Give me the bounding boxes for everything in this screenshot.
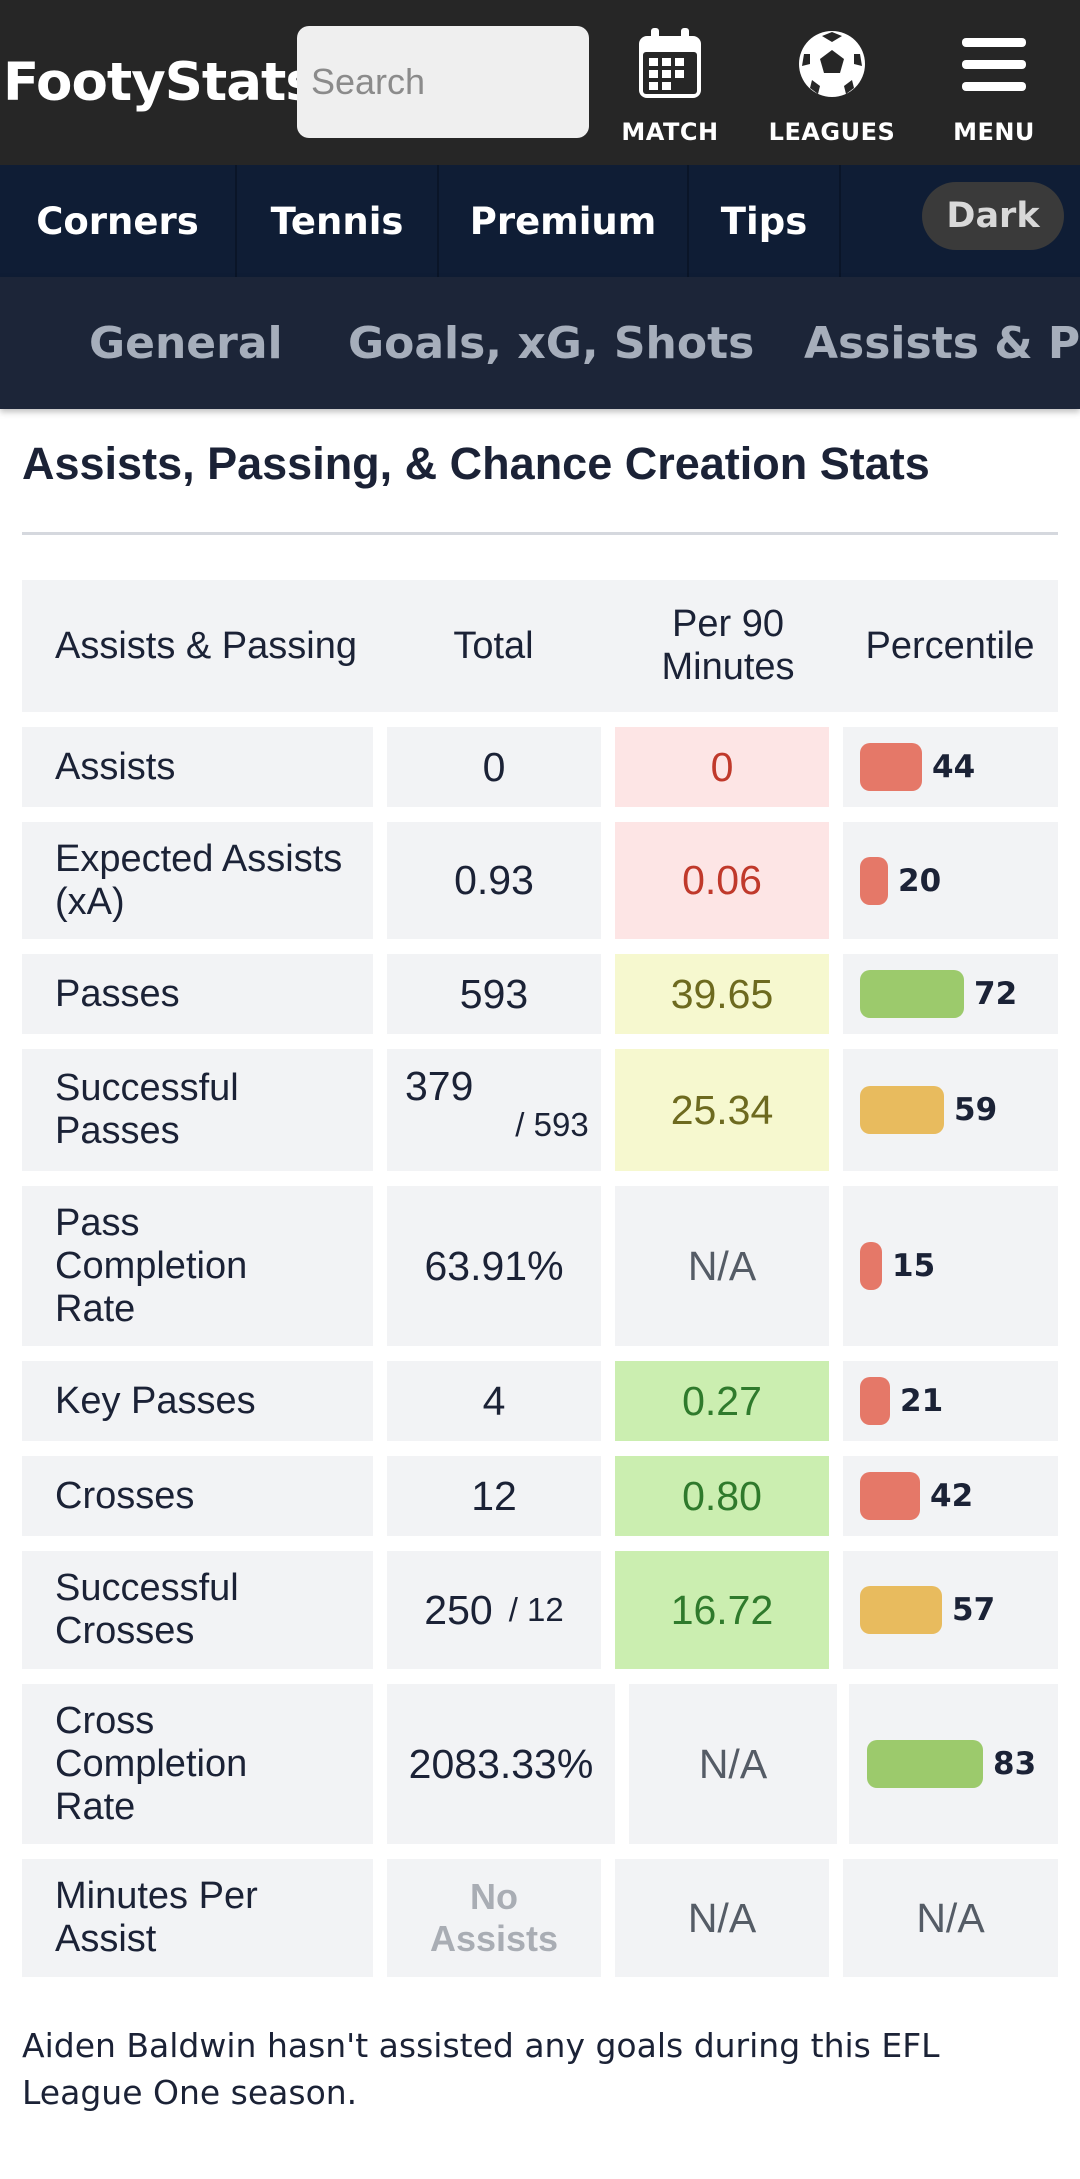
row-total: No Assists (387, 1859, 601, 1977)
row-total-value: 379 (405, 1063, 474, 1109)
percentile-bar (860, 1472, 920, 1520)
percentile-value: 44 (932, 749, 976, 785)
row-percentile: 42 (843, 1456, 1058, 1536)
row-per90: N/A (629, 1684, 837, 1844)
percentile-value: 20 (898, 862, 942, 899)
row-total: 593 (387, 954, 601, 1034)
soccer-ball-icon (796, 24, 868, 104)
row-total: 4 (387, 1361, 601, 1441)
menu-button[interactable]: MENU (935, 24, 1053, 149)
row-per90: 16.72 (615, 1551, 829, 1669)
row-label: Successful Crosses (22, 1551, 373, 1669)
row-label: Key Passes (22, 1361, 373, 1441)
row-per90: 0.80 (615, 1456, 829, 1536)
row-percentile: 44 (843, 727, 1058, 807)
section-divider (22, 532, 1058, 535)
percentile-bar (860, 970, 964, 1018)
row-total: 0.93 (387, 822, 601, 939)
leagues-button[interactable]: LEAGUES (762, 24, 902, 149)
header-per90: Per 90 Minutes (614, 580, 842, 712)
calendar-icon (637, 24, 703, 104)
row-total-sub: / 593 (515, 1106, 589, 1143)
footystats-logo[interactable]: FootyStats (3, 52, 317, 113)
row-total: 0 (387, 727, 601, 807)
row-percentile: N/A (843, 1859, 1058, 1977)
section-title: Assists, Passing, & Chance Creation Stat… (22, 438, 930, 489)
row-total: 250 / 12 (387, 1551, 601, 1669)
tab-assists-passing[interactable]: Assists & Pa (804, 317, 1080, 369)
row-total: 379 / 593 (387, 1049, 601, 1171)
nav-item-premium[interactable]: Premium (439, 165, 689, 277)
percentile-value: 21 (900, 1383, 944, 1419)
percentile-value: 57 (952, 1592, 996, 1628)
search-input[interactable] (297, 26, 589, 138)
percentile-bar (860, 1086, 944, 1134)
header-percentile: Percentile (842, 580, 1058, 712)
header-total: Total (373, 580, 614, 712)
row-total: 12 (387, 1456, 601, 1536)
secondary-nav: Corners Tennis Premium Tips (0, 165, 1080, 277)
menu-button-label: MENU (953, 118, 1035, 146)
tab-general[interactable]: General (89, 317, 283, 369)
row-label: Expected Assists (xA) (22, 822, 373, 939)
row-total: 2083.33% (387, 1684, 615, 1844)
header-label: Assists & Passing (22, 580, 373, 712)
percentile-bar (860, 1242, 882, 1290)
percentile-bar (860, 743, 922, 791)
row-percentile: 21 (843, 1361, 1058, 1441)
nav-item-tennis[interactable]: Tennis (237, 165, 439, 277)
row-percentile: 20 (843, 822, 1058, 939)
row-total-value: 250 (424, 1586, 493, 1633)
row-label: Cross Completion Rate (22, 1684, 373, 1844)
percentile-bar (860, 856, 888, 905)
row-label: Assists (22, 727, 373, 807)
row-label: Minutes Per Assist (22, 1859, 373, 1977)
row-per90: 39.65 (615, 954, 829, 1034)
row-label: Pass Completion Rate (22, 1186, 373, 1346)
percentile-value: 72 (974, 976, 1018, 1012)
dark-mode-toggle[interactable]: Dark (922, 182, 1064, 250)
row-percentile: 57 (843, 1551, 1058, 1669)
top-header: FootyStats MATCH (0, 0, 1080, 165)
row-label: Passes (22, 954, 373, 1034)
percentile-value: 15 (892, 1248, 936, 1284)
nav-item-corners[interactable]: Corners (0, 165, 237, 277)
row-percentile: 72 (843, 954, 1058, 1034)
row-total-sub: / 12 (508, 1591, 564, 1628)
percentile-value: 42 (930, 1478, 974, 1514)
percentile-value: 83 (993, 1746, 1037, 1782)
match-button[interactable]: MATCH (610, 24, 730, 149)
percentile-value: 59 (954, 1092, 998, 1128)
row-percentile: 59 (843, 1049, 1058, 1171)
footnote-text: Aiden Baldwin hasn't assisted any goals … (22, 2026, 940, 2112)
tab-goals-xg-shots[interactable]: Goals, xG, Shots (348, 317, 755, 369)
match-button-label: MATCH (621, 118, 719, 146)
nav-item-tips[interactable]: Tips (689, 165, 841, 277)
row-percentile: 83 (849, 1684, 1058, 1844)
row-per90: 0 (615, 727, 829, 807)
row-per90: N/A (615, 1186, 829, 1346)
row-percentile: 15 (843, 1186, 1058, 1346)
row-label: Crosses (22, 1456, 373, 1536)
leagues-button-label: LEAGUES (768, 118, 896, 146)
percentile-bar (860, 1377, 890, 1425)
row-per90: 0.27 (615, 1361, 829, 1441)
percentile-bar (867, 1740, 983, 1788)
percentile-bar (860, 1586, 942, 1634)
row-per90: 0.06 (615, 822, 829, 939)
row-total: 63.91% (387, 1186, 601, 1346)
row-per90: N/A (615, 1859, 829, 1977)
stats-tabs: General Goals, xG, Shots Assists & Pa (0, 277, 1080, 409)
row-per90: 25.34 (615, 1049, 829, 1171)
row-label: Successful Passes (22, 1049, 373, 1171)
hamburger-menu-icon (961, 24, 1027, 104)
